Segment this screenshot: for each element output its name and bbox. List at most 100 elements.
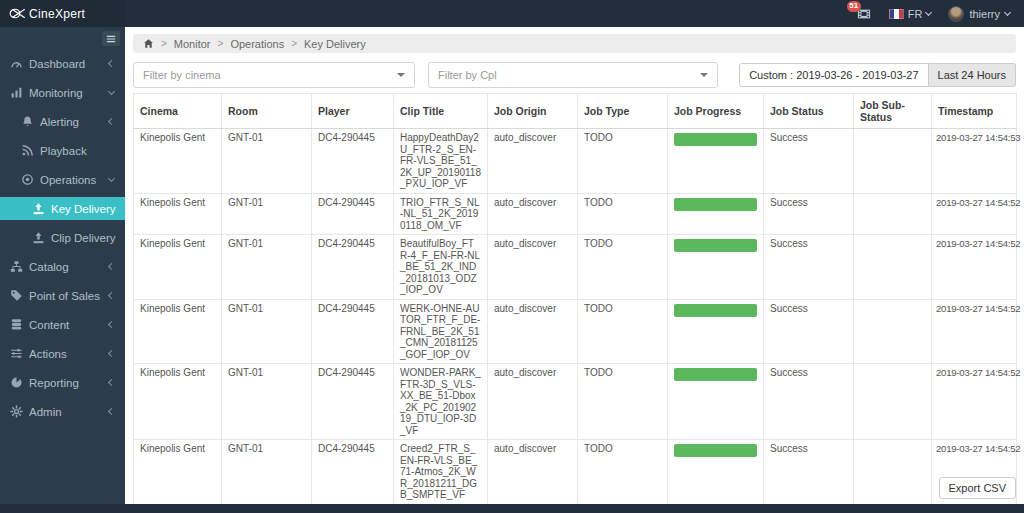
cell-job-sub-status — [854, 129, 932, 194]
sidebar-item-operations[interactable]: Operations — [0, 168, 125, 191]
top-bar: CineXpert 51 FR thierry — [0, 0, 1024, 27]
cell-timestamp: 2019-03-27 14:54:52 — [932, 235, 1017, 300]
cell-job-progress — [668, 364, 764, 440]
cell-room: GNT-01 — [222, 235, 312, 300]
cell-job-status: Success — [764, 440, 854, 505]
cell-job-type: TODO — [578, 235, 668, 300]
sidebar-item-clip-delivery[interactable]: Clip Delivery — [0, 226, 125, 249]
cell-player: DC4-290445 — [312, 235, 394, 300]
logo-text: CineXpert — [29, 7, 85, 21]
cell-job-origin: auto_discover — [488, 364, 578, 440]
sidebar-item-actions[interactable]: Actions — [0, 342, 125, 365]
last-24-hours-button[interactable]: Last 24 Hours — [929, 63, 1016, 87]
sidebar: Dashboard Monitoring Alerting Playback O… — [0, 27, 125, 504]
app-logo[interactable]: CineXpert — [0, 0, 125, 27]
chevron-down-icon — [109, 178, 125, 181]
cell-player: DC4-290445 — [312, 440, 394, 505]
cell-cinema: Kinepolis Gent — [134, 193, 222, 235]
cpl-filter-select[interactable]: Filter by Cpl — [428, 62, 718, 88]
cell-job-status: Success — [764, 364, 854, 440]
sidebar-toggle-button[interactable] — [102, 31, 120, 46]
cell-clip-title: WERK-OHNE-AUTOR_FTR_F_DE-FRNL_BE_2K_51_C… — [394, 299, 488, 364]
table-row[interactable]: Kinepolis Gent GNT-01 DC4-290445 WERK-OH… — [134, 299, 1017, 364]
cell-job-progress — [668, 129, 764, 194]
cell-cinema: Kinepolis Gent — [134, 235, 222, 300]
cinema-filter-placeholder: Filter by cinema — [143, 69, 221, 81]
sidebar-item-dashboard[interactable]: Dashboard — [0, 52, 125, 75]
cell-job-type: TODO — [578, 440, 668, 505]
breadcrumb: > Monitor > Operations > Key Delivery — [133, 34, 1016, 53]
cell-clip-title: TRIO_FTR_S_NL-NL_51_2K_20190118_OM_VF — [394, 193, 488, 235]
chevron-left-icon — [109, 409, 125, 414]
cell-room: GNT-01 — [222, 193, 312, 235]
cell-timestamp: 2019-03-27 14:54:52 — [932, 364, 1017, 440]
sidebar-item-point-of-sales[interactable]: Point of Sales — [0, 284, 125, 307]
sidebar-item-label: Operations — [40, 174, 109, 186]
cell-player: DC4-290445 — [312, 193, 394, 235]
cell-clip-title: BeautifulBoy_FTR-4_F_EN-FR-NL_BE_51_2K_I… — [394, 235, 488, 300]
cell-job-status: Success — [764, 235, 854, 300]
cinema-filter-select[interactable]: Filter by cinema — [133, 62, 415, 88]
breadcrumb-item-operations[interactable]: Operations — [230, 38, 284, 50]
column-header-room[interactable]: Room — [222, 94, 312, 129]
cell-room: GNT-01 — [222, 364, 312, 440]
table-row[interactable]: Kinepolis Gent GNT-01 DC4-290445 Beautif… — [134, 235, 1017, 300]
chevron-left-icon — [109, 351, 125, 356]
column-header-job-origin[interactable]: Job Origin — [488, 94, 578, 129]
sidebar-item-catalog[interactable]: Catalog — [0, 255, 125, 278]
chevron-left-icon — [109, 61, 125, 66]
column-header-job-status[interactable]: Job Status — [764, 94, 854, 129]
cell-job-progress — [668, 299, 764, 364]
bell-icon — [21, 115, 34, 128]
sidebar-item-label: Clip Delivery — [51, 232, 125, 244]
cell-cinema: Kinepolis Gent — [134, 299, 222, 364]
cell-job-type: TODO — [578, 193, 668, 235]
table-row[interactable]: Kinepolis Gent GNT-01 DC4-290445 HappyDe… — [134, 129, 1017, 194]
progress-bar — [674, 368, 757, 381]
sidebar-item-label: Content — [29, 319, 109, 331]
chevron-left-icon — [109, 293, 125, 298]
sidebar-item-alerting[interactable]: Alerting — [0, 110, 125, 133]
database-icon — [10, 318, 23, 331]
export-csv-button[interactable]: Export CSV — [939, 477, 1016, 499]
user-menu[interactable]: thierry — [948, 6, 1010, 22]
sidebar-item-reporting[interactable]: Reporting — [0, 371, 125, 394]
notification-count-badge: 51 — [847, 1, 861, 12]
sliders-icon — [10, 347, 23, 360]
gear-icon — [10, 405, 23, 418]
cell-job-sub-status — [854, 193, 932, 235]
column-header-job-sub-status[interactable]: Job Sub-Status — [854, 94, 932, 129]
sidebar-item-admin[interactable]: Admin — [0, 400, 125, 423]
cell-clip-title: WONDER-PARK_FTR-3D_S_VLS-XX_BE_51-Dbox_2… — [394, 364, 488, 440]
table-row[interactable]: Kinepolis Gent GNT-01 DC4-290445 WONDER-… — [134, 364, 1017, 440]
sidebar-item-label: Alerting — [40, 116, 109, 128]
home-icon[interactable] — [143, 38, 154, 49]
column-header-player[interactable]: Player — [312, 94, 394, 129]
column-header-cinema[interactable]: Cinema — [134, 94, 222, 129]
cell-timestamp: 2019-03-27 14:54:52 — [932, 193, 1017, 235]
chevron-left-icon — [109, 322, 125, 327]
column-header-job-type[interactable]: Job Type — [578, 94, 668, 129]
custom-date-range-button[interactable]: Custom : 2019-03-26 - 2019-03-27 — [739, 63, 928, 87]
column-header-timestamp[interactable]: Timestamp — [932, 94, 1017, 129]
username: thierry — [969, 8, 1000, 20]
sidebar-item-key-delivery[interactable]: Key Delivery — [0, 197, 125, 220]
column-header-clip-title[interactable]: Clip Title — [394, 94, 488, 129]
table-row[interactable]: Kinepolis Gent GNT-01 DC4-290445 Creed2_… — [134, 440, 1017, 505]
breadcrumb-item-key-delivery[interactable]: Key Delivery — [304, 38, 366, 50]
breadcrumb-item-monitor[interactable]: Monitor — [174, 38, 211, 50]
language-selector[interactable]: FR — [889, 8, 932, 20]
notifications-button[interactable]: 51 — [856, 7, 872, 21]
breadcrumb-separator: > — [218, 38, 224, 49]
cell-job-sub-status — [854, 440, 932, 505]
sidebar-item-monitoring[interactable]: Monitoring — [0, 81, 125, 104]
sidebar-item-playback[interactable]: Playback — [0, 139, 125, 162]
cell-job-sub-status — [854, 364, 932, 440]
sidebar-item-content[interactable]: Content — [0, 313, 125, 336]
table-row[interactable]: Kinepolis Gent GNT-01 DC4-290445 TRIO_FT… — [134, 193, 1017, 235]
cell-player: DC4-290445 — [312, 299, 394, 364]
cell-job-type: TODO — [578, 364, 668, 440]
chevron-left-icon — [109, 119, 125, 124]
cell-player: DC4-290445 — [312, 129, 394, 194]
column-header-job-progress[interactable]: Job Progress — [668, 94, 764, 129]
